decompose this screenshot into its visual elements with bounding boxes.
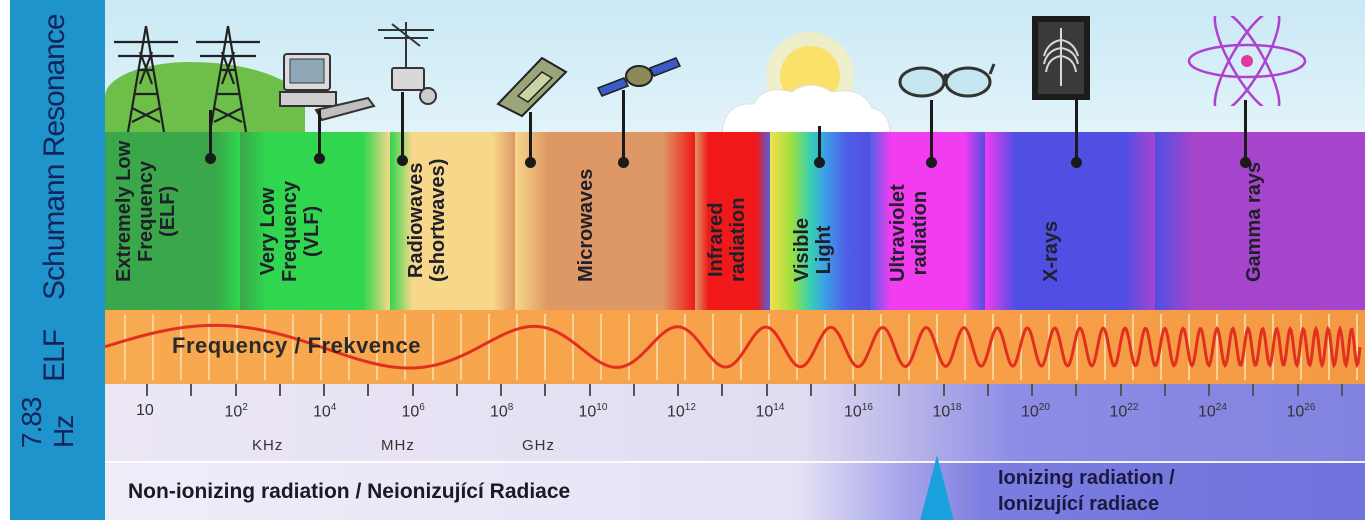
frequency-wave-strip	[105, 310, 1365, 384]
tick-mark	[721, 384, 724, 396]
ionizing-label-line-2: Ionizující radiace	[998, 493, 1160, 515]
band-label-5: Visible Light	[791, 217, 835, 282]
visible-pointer-stem	[814, 126, 825, 168]
power-pylon-icon	[196, 25, 260, 133]
tick-label: 1012	[667, 402, 696, 421]
tick-mark	[323, 384, 325, 396]
ionizing-label-line-1: Ionizing radiation /	[998, 467, 1175, 489]
frequency-wave	[105, 314, 1362, 380]
frequency-value-label: 7.83	[16, 397, 47, 449]
tick-mark	[1119, 384, 1122, 396]
tick-mark	[942, 384, 945, 396]
tick-mark	[500, 384, 502, 396]
tick-mark	[146, 384, 148, 396]
radio-pointer-stem	[397, 92, 408, 166]
non-ionizing-label: Non-ionizing radiation / Neionizující Ra…	[128, 480, 571, 503]
tick-label: 108	[490, 402, 514, 421]
xray-film-icon	[1032, 16, 1090, 100]
tick-mark	[898, 384, 901, 396]
sunglasses-icon	[898, 63, 996, 98]
tick-label: 1016	[844, 402, 873, 421]
sun-icon	[721, 32, 891, 134]
radiation-type-strip	[105, 462, 1365, 520]
tick-label: 1010	[578, 402, 608, 421]
frequency-unit-label: Hz	[48, 415, 79, 448]
band-label-1: Very Low Frequency (VLF)	[257, 180, 323, 282]
gamma-pointer-stem	[1240, 100, 1251, 168]
tick-mark	[455, 384, 458, 396]
ionizing-boundary-pointer	[919, 455, 955, 520]
tick-label: 1020	[1021, 402, 1050, 421]
band-label-6: Ultraviolet radiation	[887, 184, 931, 282]
tick-label: 1018	[932, 402, 962, 421]
computer-icon	[279, 53, 376, 122]
band-3	[515, 132, 695, 310]
tick-mark	[854, 384, 856, 396]
tick-mark	[1252, 384, 1255, 396]
radio-antenna-icon	[378, 22, 437, 105]
frequency-scale	[105, 384, 1365, 462]
power-pylon-icon	[114, 25, 178, 133]
uv-pointer-stem	[926, 100, 937, 168]
band-label-7: X-rays	[1040, 220, 1062, 282]
tick-mark	[986, 384, 989, 396]
band-label-3: Microwaves	[575, 168, 597, 282]
tick-mark	[278, 384, 281, 396]
band-label-2: Radiowaves (shortwaves)	[405, 158, 449, 282]
tick-label: 1014	[755, 402, 785, 421]
tick-mark	[1163, 384, 1166, 396]
spectrum-bands: Extremely Low Frequency (ELF) Very Low Fr…	[105, 132, 1365, 310]
band-7	[985, 132, 1155, 310]
tick-mark	[367, 384, 370, 396]
tick-mark	[809, 384, 812, 396]
mobile-phone-icon	[496, 56, 568, 118]
frequency-label: Frequency / Frekvence	[172, 333, 421, 358]
tick-mark	[588, 384, 591, 396]
tick-mark	[677, 384, 679, 396]
unit-khz: KHz	[252, 437, 284, 454]
tick-mark	[411, 384, 414, 396]
band-label-4: Infrared radiation	[705, 197, 749, 282]
atom-icon	[1187, 16, 1307, 106]
tick-mark	[632, 384, 635, 396]
tick-mark	[1296, 384, 1299, 396]
divider-line	[105, 461, 1365, 463]
tick-mark	[190, 384, 193, 396]
tick-mark	[1031, 384, 1033, 396]
ionizing-label: Ionizing radiation / Ionizující radiace	[998, 465, 1175, 517]
tick-label: 106	[401, 402, 425, 421]
vlf-pointer-stem	[314, 110, 325, 164]
band-2	[390, 132, 515, 310]
satellite-icon	[596, 57, 682, 97]
tick-mark	[765, 384, 768, 396]
band-label-0: Extremely Low Frequency (ELF)	[113, 140, 179, 282]
phone-pointer-stem	[525, 112, 536, 168]
tick-label: 1026	[1286, 402, 1316, 421]
xray-pointer-stem	[1071, 100, 1082, 168]
sidebar	[10, 0, 105, 520]
schumann-resonance-label: Schumann Resonance	[38, 14, 71, 300]
tick-label: 102	[224, 402, 248, 421]
band-0	[105, 132, 240, 310]
tick-mark	[1340, 384, 1343, 396]
tick-label: 10	[136, 402, 154, 419]
elf-pointer-stem	[205, 110, 216, 164]
tick-mark	[1208, 384, 1210, 396]
tick-mark	[1075, 384, 1078, 396]
unit-ghz: GHz	[522, 437, 555, 454]
band-8	[1155, 132, 1365, 310]
unit-mhz: MHz	[381, 437, 415, 454]
microwave-pointer-stem	[618, 90, 629, 168]
elf-label: ELF	[38, 329, 71, 382]
tick-mark	[234, 384, 237, 396]
band-label-8: Gamma rays	[1243, 161, 1265, 282]
tick-label: 1024	[1198, 402, 1227, 421]
tick-label: 1022	[1109, 402, 1139, 421]
tick-label: 104	[313, 402, 337, 421]
tick-mark	[544, 384, 547, 396]
band-4	[695, 132, 770, 310]
wave-line	[105, 323, 1362, 370]
